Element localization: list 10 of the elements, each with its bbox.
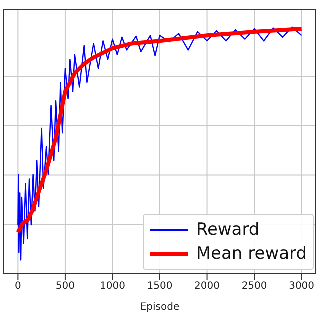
x-tick-label: 500	[56, 281, 75, 292]
x-tick-label: 2500	[242, 281, 268, 292]
x-tick-label: 1500	[147, 281, 173, 292]
legend-label: Reward	[196, 219, 260, 242]
legend-label: Mean reward	[196, 243, 307, 266]
x-tick-label: 1000	[100, 281, 126, 292]
x-axis-title: Episode	[140, 302, 180, 313]
x-tick-label: 0	[14, 281, 22, 292]
x-tick-label: 2000	[194, 281, 220, 292]
x-tick-label: 3000	[289, 281, 315, 292]
